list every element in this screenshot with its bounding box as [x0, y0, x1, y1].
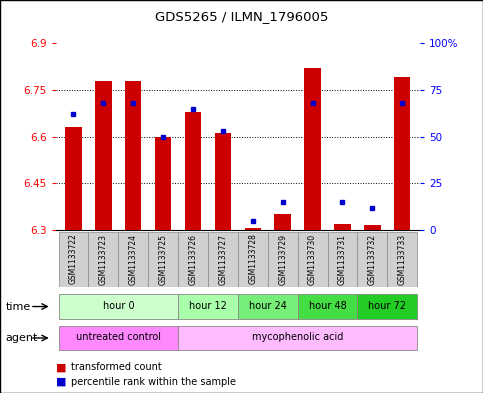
Text: GSM1133724: GSM1133724 [129, 233, 138, 285]
Bar [88, 232, 118, 287]
Text: GSM1133733: GSM1133733 [398, 233, 407, 285]
Text: GSM1133728: GSM1133728 [248, 233, 257, 285]
Bar [185, 112, 201, 230]
Text: ■: ■ [56, 377, 66, 387]
Bar [58, 232, 88, 287]
Text: GSM1133730: GSM1133730 [308, 233, 317, 285]
Text: transformed count: transformed count [71, 362, 162, 373]
Bar [118, 232, 148, 287]
Text: GSM1133729: GSM1133729 [278, 233, 287, 285]
Bar [394, 77, 411, 230]
Text: GSM1133725: GSM1133725 [158, 233, 168, 285]
Bar [178, 232, 208, 287]
Text: hour 24: hour 24 [249, 301, 287, 311]
Bar [178, 294, 238, 319]
Text: mycophenolic acid: mycophenolic acid [252, 332, 343, 342]
Bar [148, 232, 178, 287]
Bar [155, 137, 171, 230]
Bar [215, 134, 231, 230]
Text: GDS5265 / ILMN_1796005: GDS5265 / ILMN_1796005 [155, 10, 328, 23]
Bar [238, 294, 298, 319]
Bar [274, 214, 291, 230]
Bar [268, 232, 298, 287]
Text: time: time [6, 301, 31, 312]
Bar [298, 232, 327, 287]
Bar [387, 232, 417, 287]
Bar [357, 294, 417, 319]
Bar [125, 81, 142, 230]
Text: GSM1133731: GSM1133731 [338, 233, 347, 285]
Text: untreated control: untreated control [76, 332, 161, 342]
Text: GSM1133732: GSM1133732 [368, 233, 377, 285]
Bar [334, 224, 351, 230]
Bar [327, 232, 357, 287]
Text: percentile rank within the sample: percentile rank within the sample [71, 377, 237, 387]
Bar [58, 325, 178, 351]
Text: GSM1133723: GSM1133723 [99, 233, 108, 285]
Bar [178, 325, 417, 351]
Bar [65, 127, 82, 230]
Bar [95, 81, 112, 230]
Text: hour 12: hour 12 [189, 301, 227, 311]
Bar [244, 228, 261, 230]
Text: agent: agent [6, 333, 38, 343]
Text: hour 0: hour 0 [102, 301, 134, 311]
Text: GSM1133727: GSM1133727 [218, 233, 227, 285]
Bar [58, 294, 178, 319]
Text: hour 72: hour 72 [369, 301, 406, 311]
Bar [238, 232, 268, 287]
Bar [357, 232, 387, 287]
Text: ■: ■ [56, 362, 66, 373]
Bar [298, 294, 357, 319]
Text: hour 48: hour 48 [309, 301, 346, 311]
Bar [364, 225, 381, 230]
Text: GSM1133722: GSM1133722 [69, 233, 78, 285]
Bar [208, 232, 238, 287]
Text: GSM1133726: GSM1133726 [188, 233, 198, 285]
Bar [304, 68, 321, 230]
